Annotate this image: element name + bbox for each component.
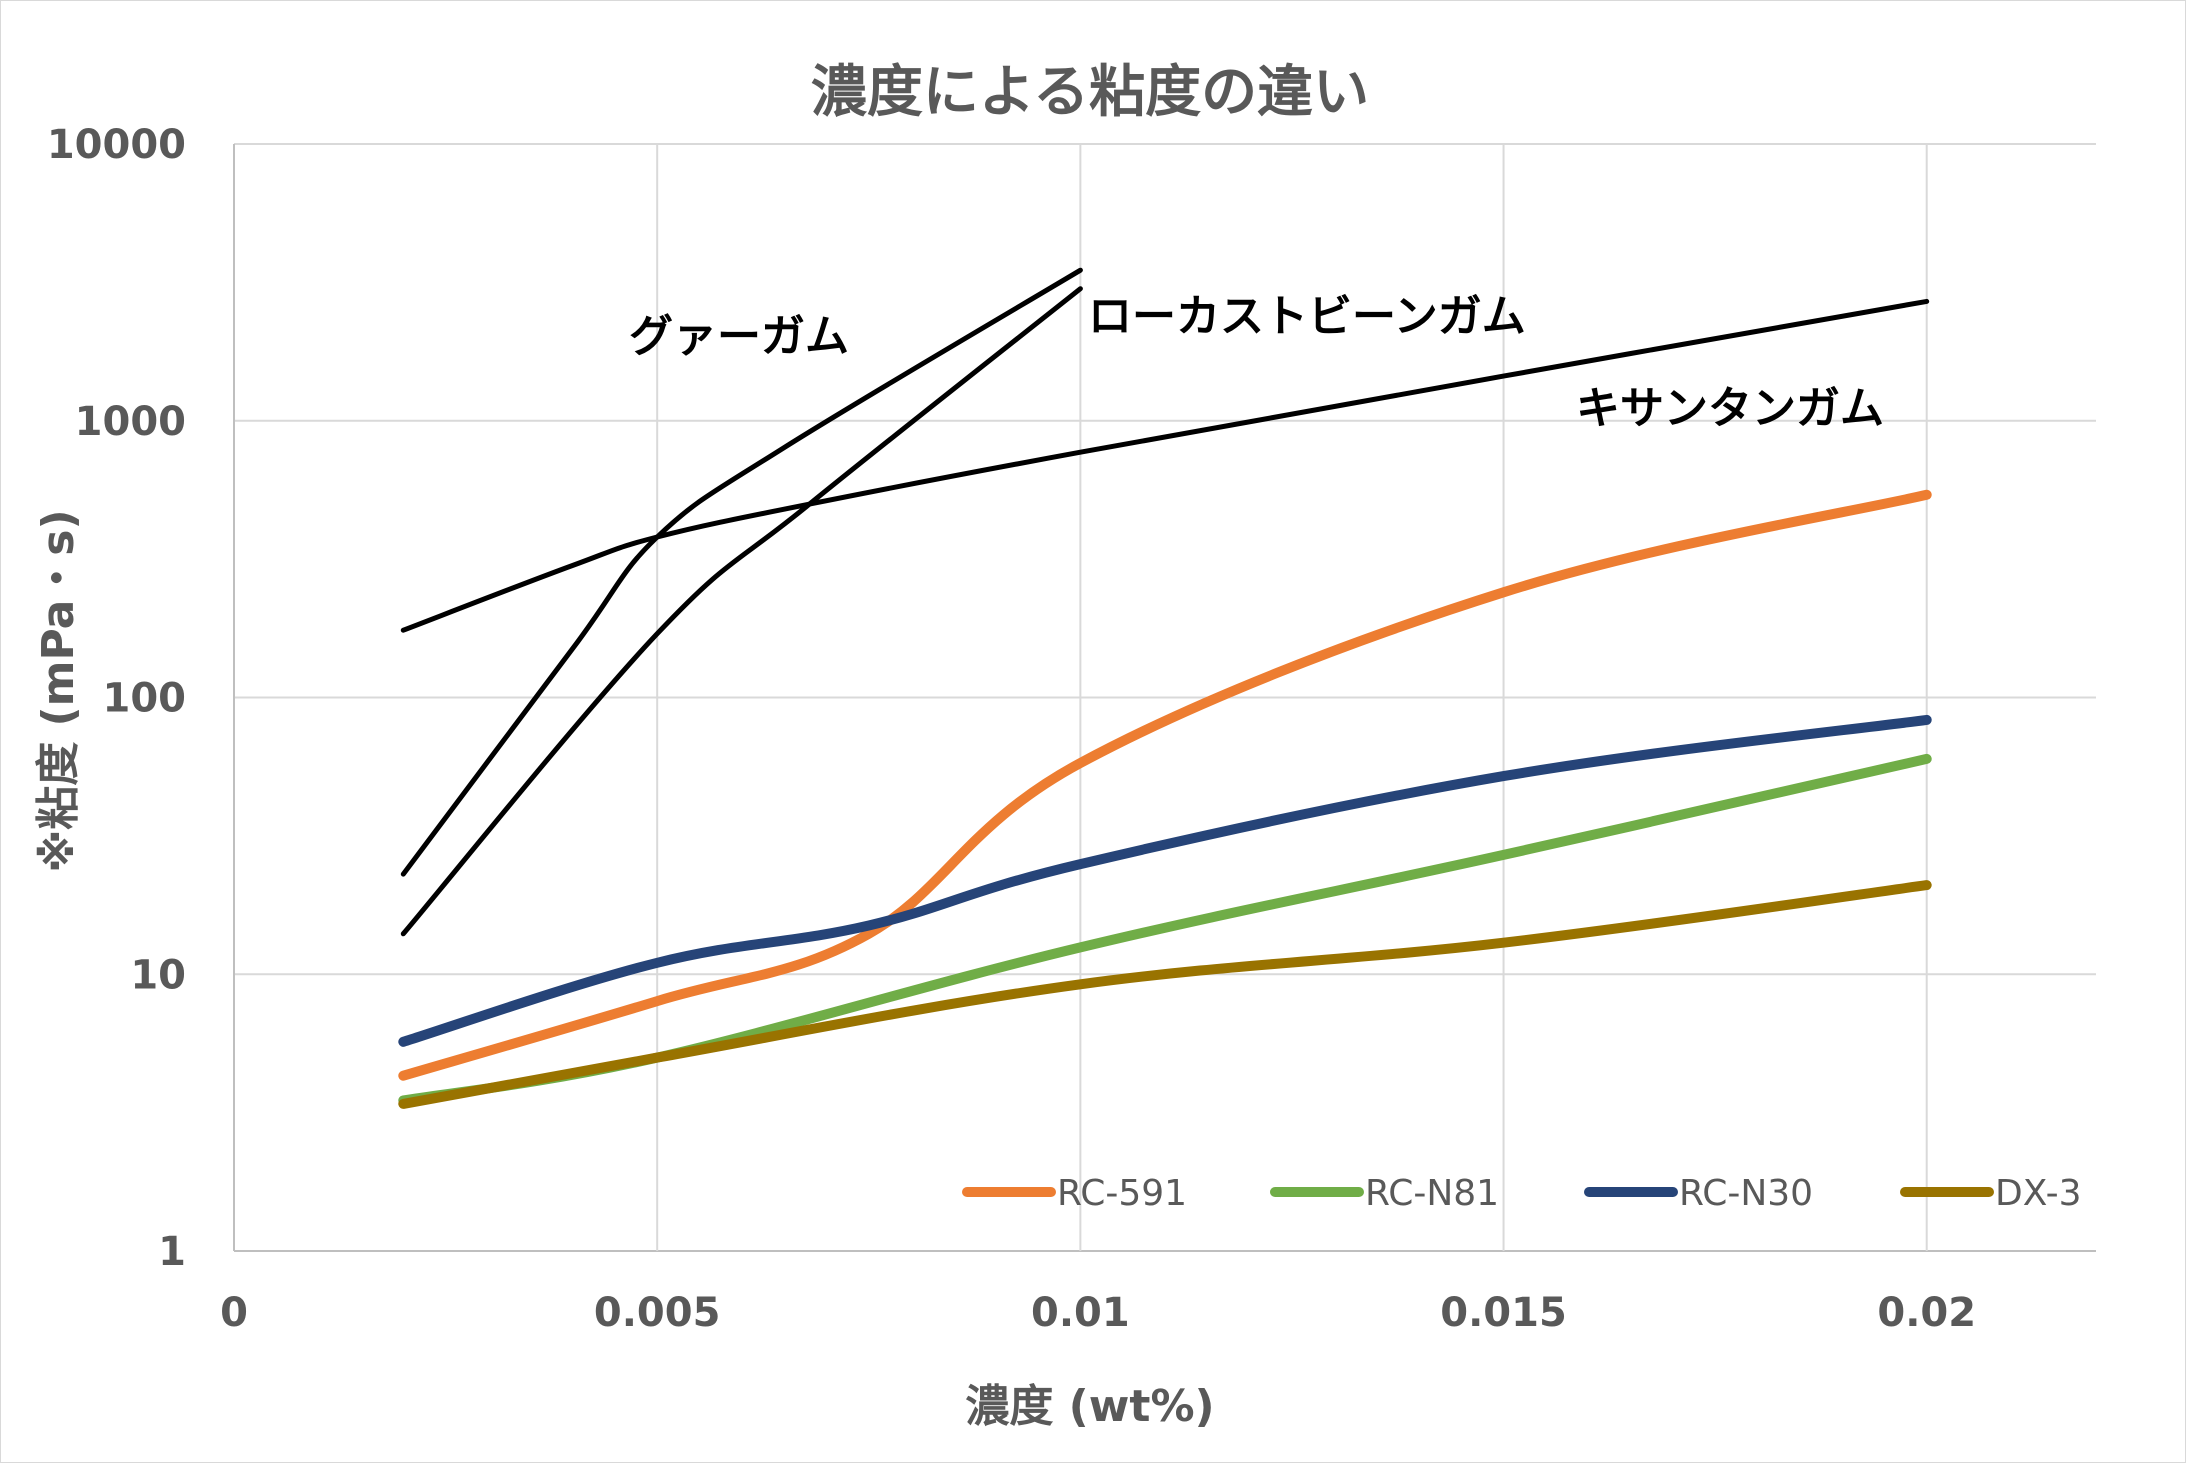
series-annotation-label: ローカストビーンガム [1088, 291, 1526, 342]
series-annotation-label: グァーガム [629, 311, 849, 362]
x-tick-label: 0.015 [1440, 1290, 1567, 1336]
legend-label: RC-N81 [1365, 1173, 1499, 1214]
series-line-rc-591 [398, 489, 1932, 1081]
series-annotation-label: キサンタンガム [1576, 383, 1884, 434]
y-tick-labels: 1 10 100 1000 10000 [47, 122, 186, 1275]
series-line-dx-3 [398, 880, 1932, 1109]
x-tick-label: 0 [220, 1290, 248, 1336]
series-line-rc-n81 [398, 753, 1932, 1106]
x-tick-label: 0.02 [1877, 1290, 1976, 1336]
series-line-rc-n30 [398, 714, 1932, 1047]
y-tick-label: 10 [130, 952, 186, 998]
series-layer [398, 267, 1932, 1109]
series-line-annotated [400, 286, 1083, 937]
series-line-annotated [400, 267, 1083, 877]
legend-label: RC-591 [1057, 1173, 1187, 1214]
y-tick-label: 1000 [75, 399, 186, 445]
y-tick-label: 10000 [47, 122, 186, 168]
y-tick-label: 1 [158, 1229, 186, 1275]
y-axis-label: ※粘度 (mPa・s) [33, 509, 84, 872]
legend-label: RC-N30 [1679, 1173, 1813, 1214]
legend: RC-591 RC-N81 RC-N30 DX-3 [962, 1173, 2081, 1214]
x-tick-labels: 0 0.005 0.01 0.015 0.02 [220, 1290, 1976, 1336]
x-tick-label: 0.01 [1031, 1290, 1130, 1336]
chart-title: 濃度による粘度の違い [811, 60, 1369, 125]
series-line-annotated [400, 298, 1930, 633]
grid-layer [233, 143, 2096, 1252]
x-axis-label: 濃度 (wt%) [965, 1381, 1214, 1432]
x-tick-label: 0.005 [594, 1290, 721, 1336]
y-tick-label: 100 [103, 676, 187, 722]
legend-label: DX-3 [1995, 1173, 2081, 1214]
